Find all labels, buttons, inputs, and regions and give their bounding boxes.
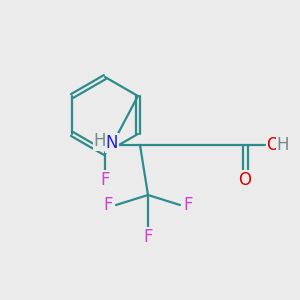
Text: O: O bbox=[238, 171, 251, 189]
Text: H: H bbox=[94, 132, 106, 150]
Text: H: H bbox=[277, 136, 289, 154]
Text: F: F bbox=[100, 171, 110, 189]
Text: F: F bbox=[183, 196, 193, 214]
Text: F: F bbox=[143, 228, 153, 246]
Text: N: N bbox=[106, 134, 118, 152]
Text: F: F bbox=[103, 196, 113, 214]
Text: O: O bbox=[266, 136, 280, 154]
